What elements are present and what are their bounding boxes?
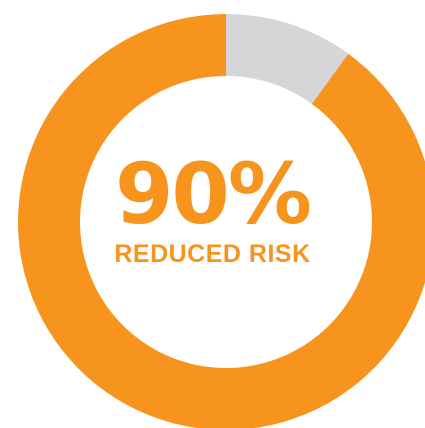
donut-slice-remaining (226, 14, 349, 104)
donut-slice-reduced (18, 14, 425, 428)
